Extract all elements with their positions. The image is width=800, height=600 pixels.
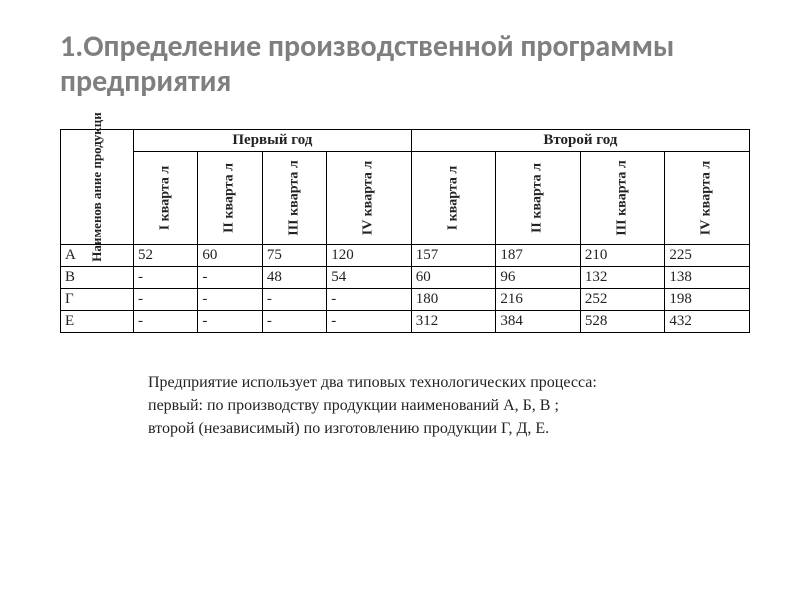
cell: 180 [411,289,496,311]
cell: 52 [134,245,198,267]
cell: 75 [262,245,326,267]
row-header-label: Наименов ание продукци [90,112,104,262]
cell: 48 [262,267,326,289]
quarter-header: II кварта л [198,152,262,245]
table-row: Г - - - - 180 216 252 198 [61,289,750,311]
cell: 138 [665,267,750,289]
cell: 312 [411,311,496,333]
quarter-header: III кварта л [262,152,326,245]
cell: 528 [580,311,665,333]
quarter-header: III кварта л [580,152,665,245]
cell: 198 [665,289,750,311]
cell: 252 [580,289,665,311]
cell: 60 [198,245,262,267]
cell: 210 [580,245,665,267]
cell: - [327,311,412,333]
cell: 216 [496,289,581,311]
quarter-header: IV кварта л [665,152,750,245]
cell: - [198,267,262,289]
cell: - [198,311,262,333]
cell: 432 [665,311,750,333]
table-row: Е - - - - 312 384 528 432 [61,311,750,333]
cell: 96 [496,267,581,289]
cell: - [134,289,198,311]
table-row: В - - 48 54 60 96 132 138 [61,267,750,289]
cell: 120 [327,245,412,267]
slide: 1.Определение производственной программы… [0,0,800,600]
cell: - [198,289,262,311]
cell: 54 [327,267,412,289]
paragraph: Предприятие использует два типовых техно… [120,373,740,394]
cell: 384 [496,311,581,333]
cell: - [134,311,198,333]
cell: 225 [665,245,750,267]
table-body: А 52 60 75 120 157 187 210 225 В - - 48 … [61,245,750,333]
production-table: Наименов ание продукци Первый год Второй… [60,129,750,333]
quarter-header: IV кварта л [327,152,412,245]
table-header-row-1: Наименов ание продукци Первый год Второй… [61,130,750,152]
table-header-row-2: I кварта л II кварта л III кварта л IV к… [61,152,750,245]
cell: - [327,289,412,311]
quarter-header: II кварта л [496,152,581,245]
cell: 132 [580,267,665,289]
year-header-1: Первый год [134,130,412,152]
row-name: Е [61,311,134,333]
row-name: В [61,267,134,289]
cell: - [262,311,326,333]
cell: - [262,289,326,311]
table-row: А 52 60 75 120 157 187 210 225 [61,245,750,267]
cell: 187 [496,245,581,267]
year-header-2: Второй год [411,130,749,152]
cell: 60 [411,267,496,289]
paragraph: первый: по производству продукции наимен… [120,396,740,417]
quarter-header: I кварта л [134,152,198,245]
cell: - [134,267,198,289]
row-header-label-cell: Наименов ание продукци [61,130,134,245]
body-text: Предприятие использует два типовых техно… [60,373,750,439]
cell: 157 [411,245,496,267]
page-title: 1.Определение производственной программы… [60,30,750,99]
quarter-header: I кварта л [411,152,496,245]
paragraph: второй (независимый) по изготовлению про… [120,419,740,440]
row-name: Г [61,289,134,311]
